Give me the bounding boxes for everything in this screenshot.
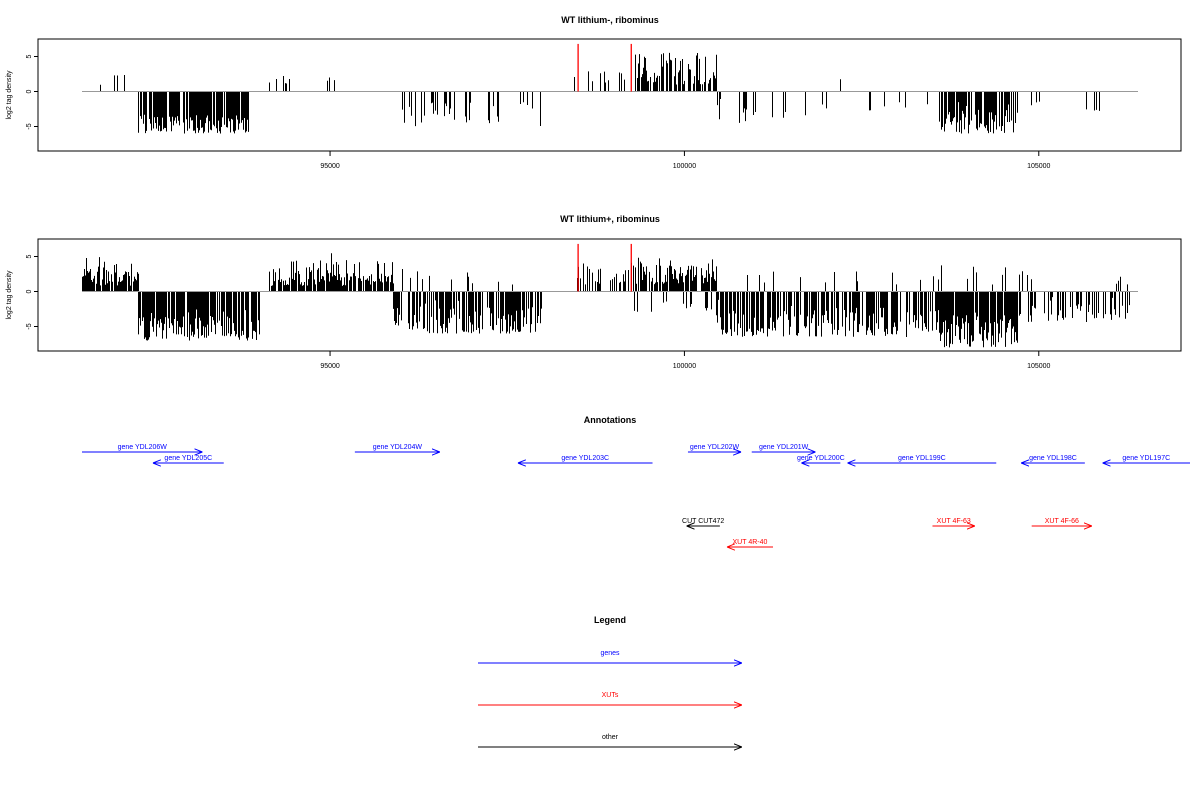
- axes: 95000 100000 105000 -5 0 5: [26, 254, 1051, 370]
- annotation-feature: gene YDL204W: [354, 444, 440, 452]
- legend: Legend genes XUTs other: [478, 615, 742, 747]
- y-tick-label: 5: [26, 254, 33, 258]
- x-tick-label: 95000: [320, 163, 340, 170]
- y-tick-label: 5: [26, 54, 33, 58]
- annotation-label: gene YDL203C: [561, 455, 609, 462]
- annotations-title: Annotations: [584, 415, 637, 425]
- annotation-features: gene YDL206W gene YDL205C gene YDL204W gene…: [82, 444, 1190, 547]
- density-plot-lithium-minus: WT lithium-, ribominus 95000 100000 105000…: [6, 15, 1182, 170]
- highlight-markers: [577, 43, 632, 92]
- annotation-label: gene YDL202W: [690, 444, 740, 451]
- x-tick-label: 100000: [673, 163, 696, 170]
- plot-title: WT lithium+, ribominus: [560, 214, 660, 224]
- annotation-feature: gene YDL200C: [797, 455, 845, 463]
- annotation-label: gene YDL200C: [797, 455, 845, 462]
- y-axis-label: log2 tag density: [6, 70, 13, 120]
- annotation-label: CUT CUT472: [682, 518, 724, 525]
- annotation-feature: gene YDL201W: [751, 444, 816, 452]
- legend-label: genes: [600, 650, 620, 657]
- annotation-label: gene YDL199C: [898, 455, 946, 462]
- annotation-feature: gene YDL203C: [517, 455, 653, 463]
- y-axis-label: log2 tag density: [6, 270, 13, 320]
- plot-title: WT lithium-, ribominus: [561, 15, 659, 25]
- annotation-label: XUT 4F-63: [937, 518, 971, 525]
- annotation-feature: XUT 4F-66: [1031, 518, 1092, 526]
- density-bars: [100, 52, 1100, 134]
- annotation-feature: XUT 4R-40: [726, 539, 774, 547]
- legend-item: genes: [478, 650, 742, 663]
- annotation-label: XUT 4F-66: [1045, 518, 1079, 525]
- annotation-feature: CUT CUT472: [682, 518, 724, 526]
- y-tick-label: -5: [26, 323, 33, 329]
- x-tick-label: 105000: [1027, 363, 1050, 370]
- annotation-label: gene YDL204W: [373, 444, 423, 451]
- legend-title: Legend: [594, 615, 626, 625]
- annotation-feature: gene YDL199C: [847, 455, 997, 463]
- y-tick-label: 0: [26, 89, 33, 93]
- x-tick-label: 95000: [320, 363, 340, 370]
- annotation-feature: gene YDL197C: [1102, 455, 1190, 463]
- y-tick-label: 0: [26, 289, 33, 293]
- annotation-feature: gene YDL198C: [1021, 455, 1085, 463]
- annotation-label: gene YDL201W: [759, 444, 809, 451]
- annotation-label: gene YDL206W: [118, 444, 168, 451]
- annotation-label: gene YDL198C: [1029, 455, 1077, 462]
- annotation-label: gene YDL205C: [164, 455, 212, 462]
- density-bars: [82, 253, 1130, 348]
- x-tick-label: 100000: [673, 363, 696, 370]
- annotation-feature: gene YDL205C: [152, 455, 224, 463]
- density-plot-lithium-plus: WT lithium+, ribominus 95000 100000 105000…: [6, 214, 1182, 370]
- highlight-markers: [577, 243, 632, 292]
- annotation-feature: gene YDL202W: [687, 444, 742, 452]
- annotation-label: gene YDL197C: [1122, 455, 1170, 462]
- legend-items: genes XUTs other: [478, 650, 742, 747]
- x-tick-label: 105000: [1027, 163, 1050, 170]
- axes: 95000 100000 105000 -5 0 5: [26, 54, 1051, 170]
- annotation-feature: gene YDL206W: [82, 444, 203, 452]
- annotation-label: XUT 4R-40: [733, 539, 768, 546]
- y-tick-label: -5: [26, 123, 33, 129]
- legend-item: XUTs: [478, 692, 742, 705]
- legend-label: other: [602, 734, 619, 741]
- annotation-feature: XUT 4F-63: [932, 518, 975, 526]
- legend-item: other: [478, 734, 742, 747]
- legend-label: XUTs: [602, 692, 619, 699]
